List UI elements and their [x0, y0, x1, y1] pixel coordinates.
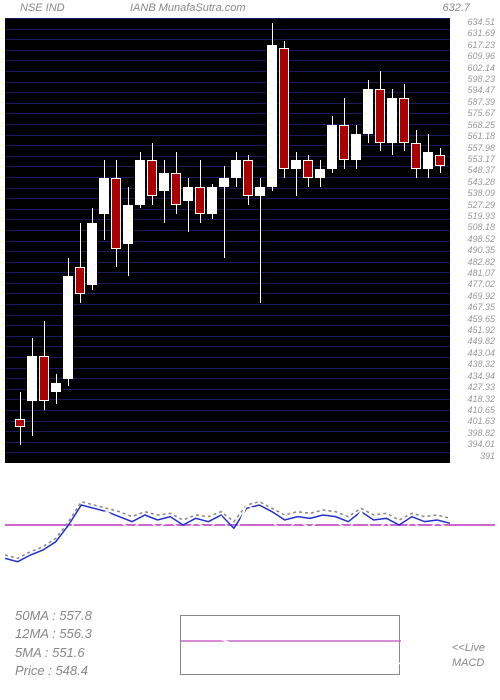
live-macd-label: <<Live MACD: [452, 641, 485, 670]
top-price-label: 632.7: [442, 2, 470, 14]
macd-label-text: MACD: [452, 656, 485, 670]
live-macd-svg: [181, 616, 401, 676]
live-label: <<Live: [452, 641, 485, 655]
price-y-axis: 634.51631.69617.23609.96602.14598.23594.…: [450, 18, 495, 463]
ticker-site-label: IANB MunafaSutra.com: [130, 2, 246, 14]
ma50-value: 50MA : 557.8: [15, 607, 92, 625]
exchange-label: NSE IND: [20, 2, 65, 14]
ma5-value: 5MA : 551.6: [15, 644, 92, 662]
indicator-panel: [5, 475, 495, 575]
chart-header: NSE IND IANB MunafaSutra.com 632.7: [0, 2, 500, 14]
stock-chart-container: NSE IND IANB MunafaSutra.com 632.7 634.5…: [0, 0, 500, 700]
candlestick-series: [5, 18, 450, 463]
ma12-value: 12MA : 556.3: [15, 625, 92, 643]
price-value: Price : 548.4: [15, 662, 92, 680]
macd-indicator-svg: [5, 475, 495, 575]
moving-average-info: 50MA : 557.8 12MA : 556.3 5MA : 551.6 Pr…: [15, 607, 92, 680]
live-macd-inset: [180, 615, 400, 675]
candlestick-chart: [5, 18, 450, 463]
